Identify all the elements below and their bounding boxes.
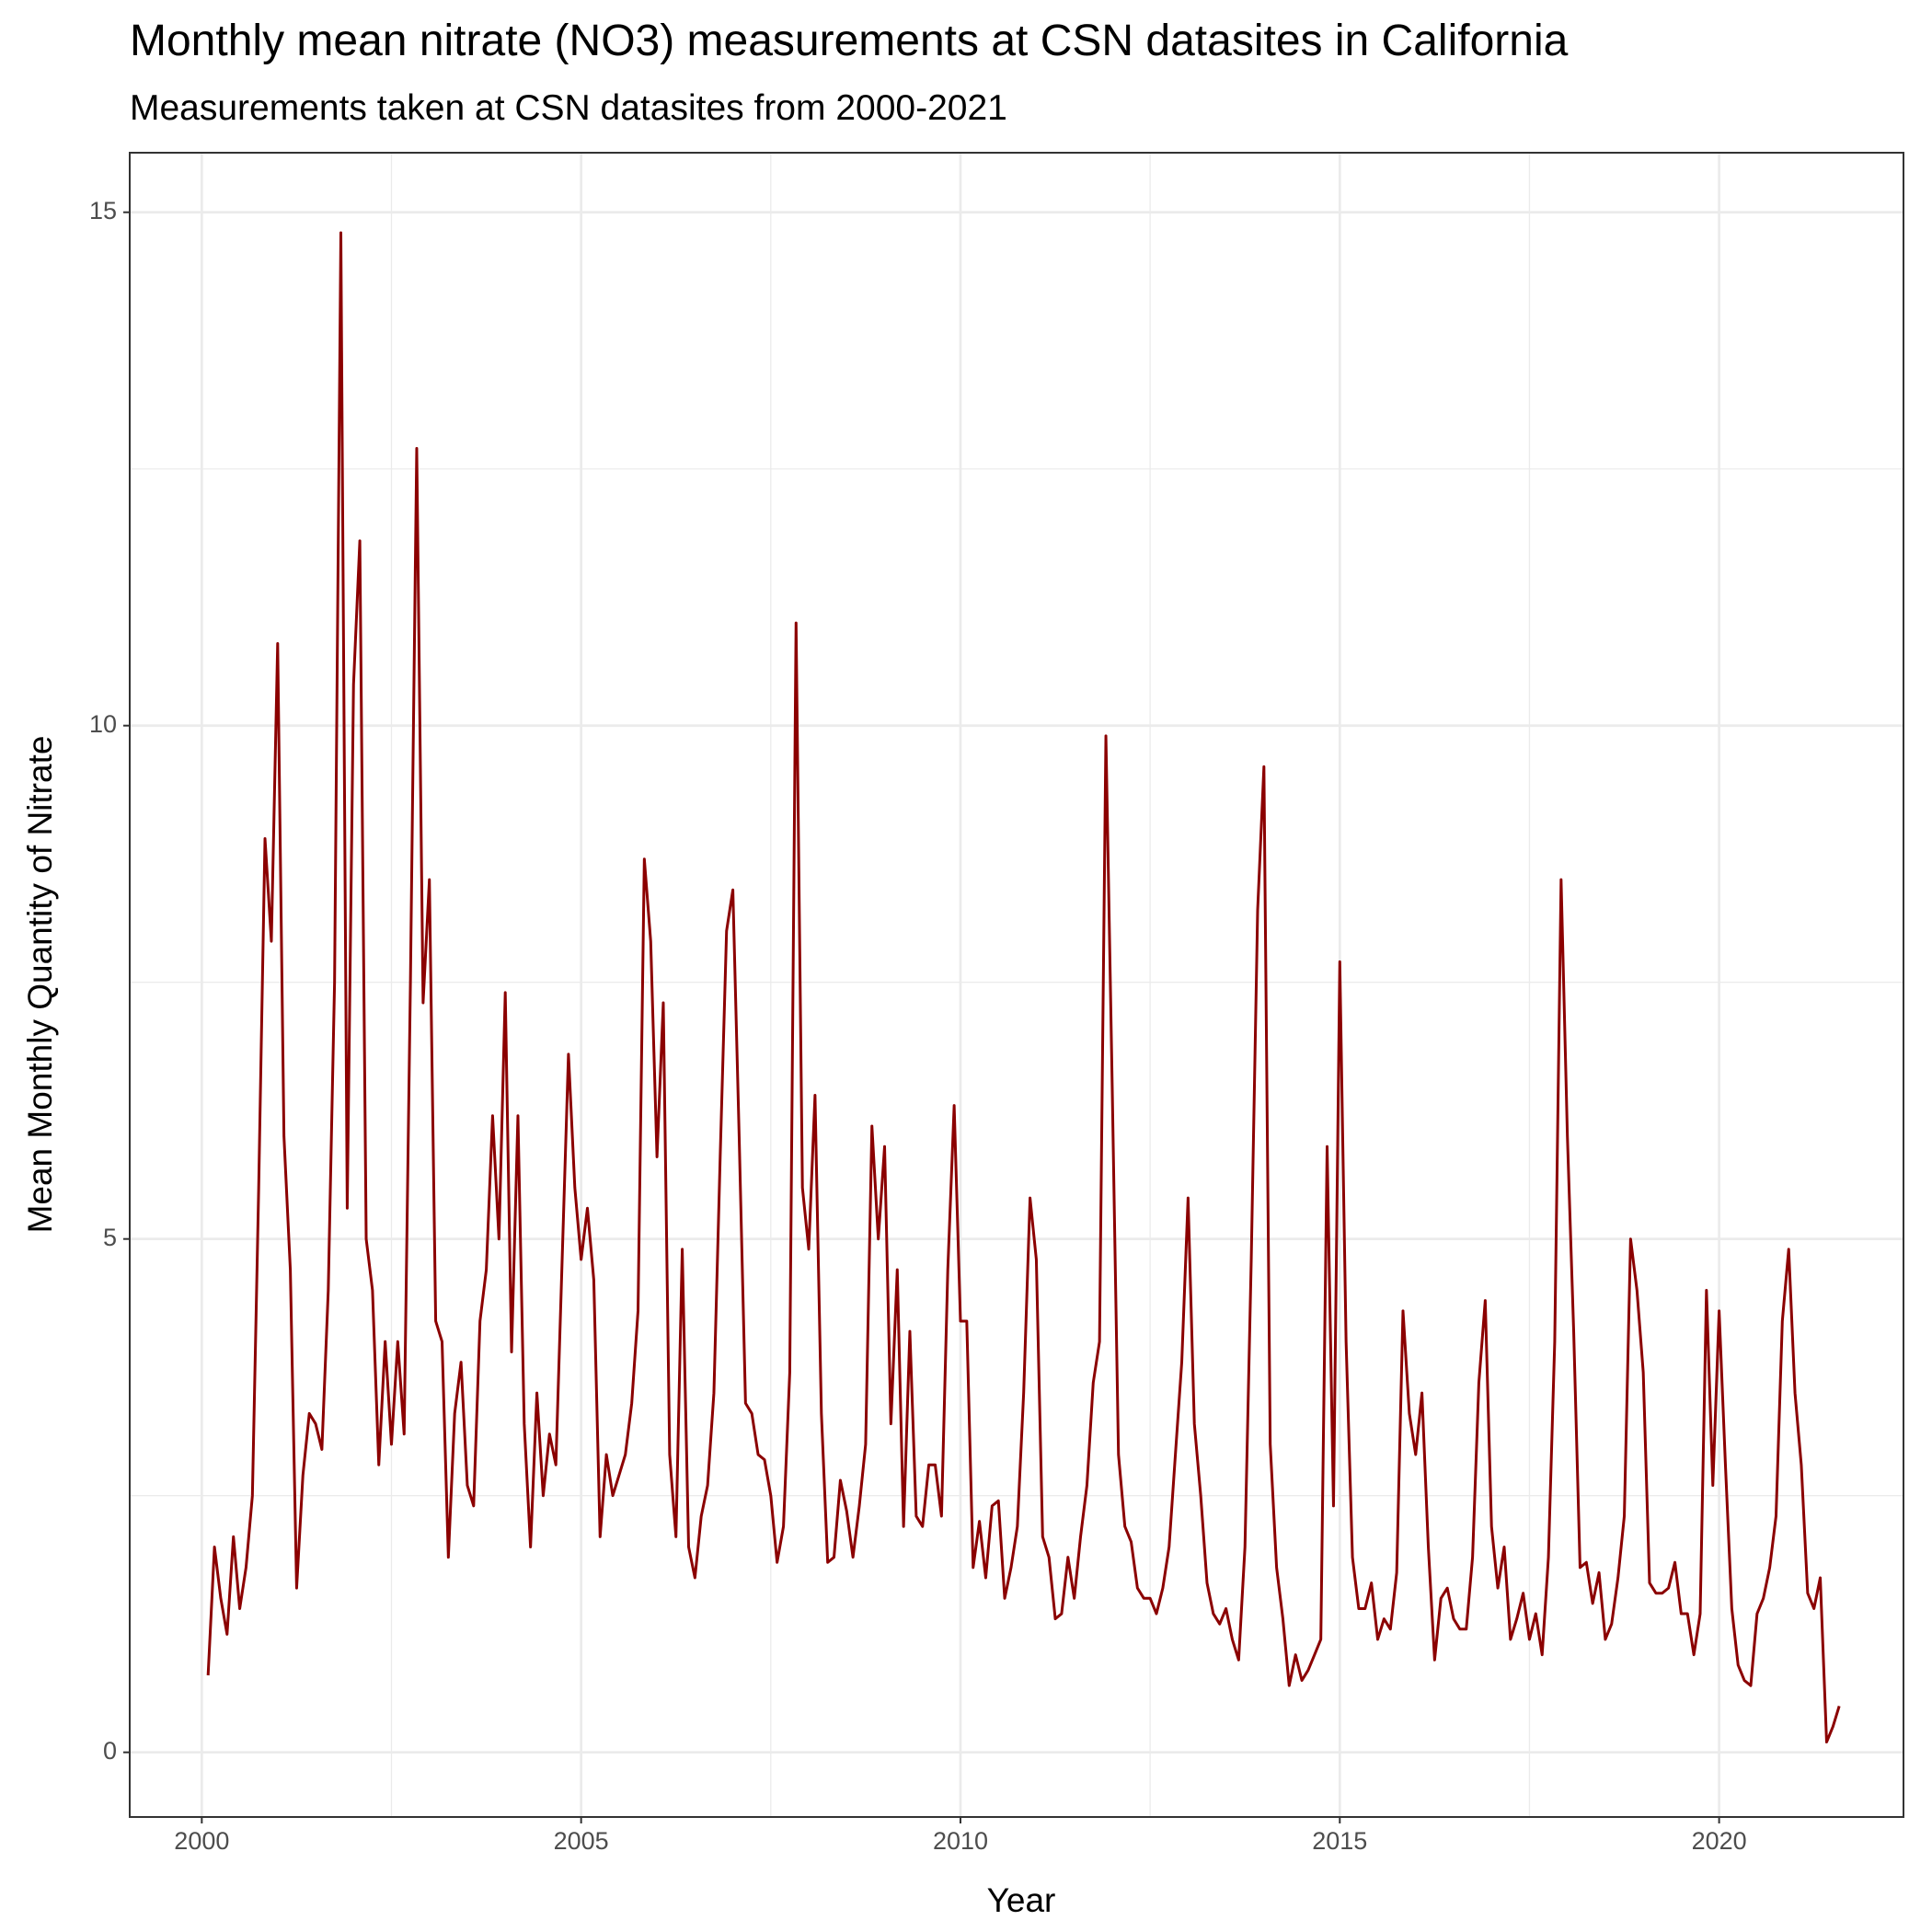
panel-border (129, 152, 1904, 1818)
x-axis-title: Year (987, 1881, 1056, 1919)
x-tick-label: 2020 (1692, 1827, 1747, 1855)
chart-title: Monthly mean nitrate (NO3) measurements … (130, 17, 1569, 65)
y-tick-label: 10 (89, 710, 117, 738)
y-tick-label: 0 (103, 1737, 117, 1765)
y-axis-title: Mean Monthly Quantity of Nitrate (21, 736, 59, 1234)
x-tick-label: 2010 (933, 1827, 988, 1855)
y-tick-label: 5 (103, 1224, 117, 1251)
y-tick-label: 15 (89, 197, 117, 224)
chart-subtitle: Measurements taken at CSN datasites from… (130, 88, 1007, 128)
data-line (206, 231, 1841, 1744)
x-tick-label: 2005 (554, 1827, 609, 1855)
x-tick-label: 2015 (1312, 1827, 1367, 1855)
x-tick-label: 2000 (174, 1827, 229, 1855)
